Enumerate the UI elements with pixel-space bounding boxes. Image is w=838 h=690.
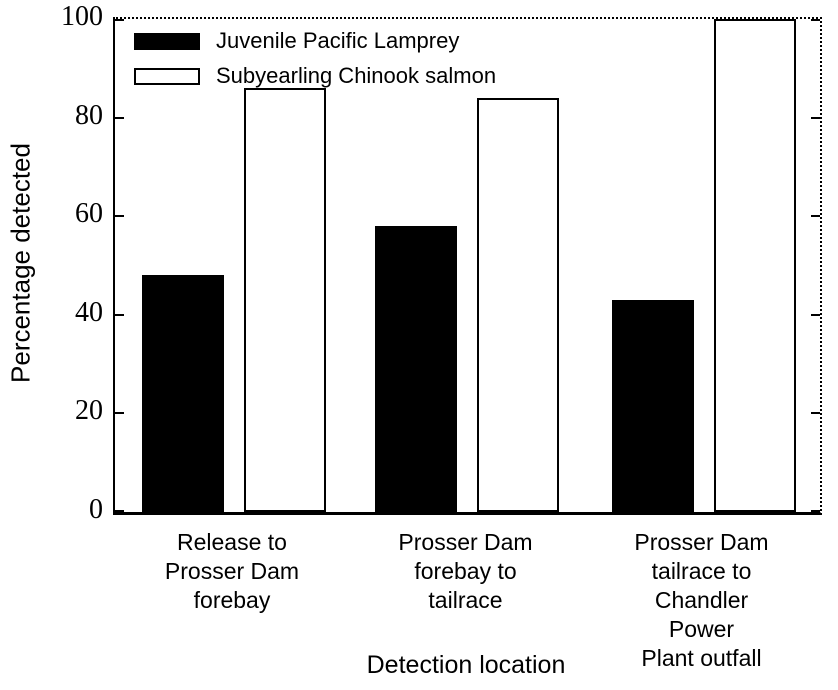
legend-label-lamprey: Juvenile Pacific Lamprey xyxy=(216,28,460,53)
bar-subyearling-chinook-salmon-group-1 xyxy=(477,98,559,512)
y-tick-mark-right xyxy=(811,215,820,218)
plot-area: Juvenile Pacific Lamprey Subyearling Chi… xyxy=(113,17,822,515)
y-tick-mark-right xyxy=(811,19,820,21)
y-tick-label: 80 xyxy=(75,99,103,131)
bar-juvenile-pacific-lamprey-group-1 xyxy=(375,226,457,512)
legend-item-lamprey: Juvenile Pacific Lamprey xyxy=(134,28,496,54)
y-axis-title: Percentage detected xyxy=(5,143,36,383)
y-tick-mark-right xyxy=(811,313,820,316)
legend-item-chinook: Subyearling Chinook salmon xyxy=(134,63,496,89)
y-tick-mark-left xyxy=(115,19,124,21)
y-tick-mark-left xyxy=(115,313,124,316)
bar-subyearling-chinook-salmon-group-2 xyxy=(714,19,796,512)
y-tick-mark-left xyxy=(115,510,124,512)
x-axis-title: Detection location xyxy=(366,651,566,679)
y-tick-mark-left xyxy=(115,116,124,119)
y-tick-label: 20 xyxy=(75,395,103,427)
x-category-label-0: Release to Prosser Dam forebay xyxy=(164,529,300,613)
y-tick-label: 100 xyxy=(61,1,103,32)
x-category-label-2: Prosser Dam tailrace to Chandler Power P… xyxy=(634,529,769,671)
y-tick-mark-right xyxy=(811,412,820,415)
bar-juvenile-pacific-lamprey-group-2 xyxy=(612,300,694,512)
y-tick-label: 60 xyxy=(75,198,103,230)
y-tick-mark-left xyxy=(115,215,124,218)
y-tick-mark-left xyxy=(115,412,124,415)
legend-swatch-white-icon xyxy=(134,67,200,85)
y-tick-mark-right xyxy=(811,510,820,512)
y-tick-mark-right xyxy=(811,116,820,119)
y-tick-label: 0 xyxy=(89,494,103,525)
y-tick-label: 40 xyxy=(75,296,103,328)
bar-juvenile-pacific-lamprey-group-0 xyxy=(142,275,224,512)
bar-subyearling-chinook-salmon-group-0 xyxy=(244,88,326,512)
legend-label-chinook: Subyearling Chinook salmon xyxy=(216,63,497,88)
legend-swatch-black-icon xyxy=(134,32,200,50)
chart-legend: Juvenile Pacific Lamprey Subyearling Chi… xyxy=(134,28,496,89)
x-category-label-1: Prosser Dam forebay to tailrace xyxy=(398,529,533,613)
